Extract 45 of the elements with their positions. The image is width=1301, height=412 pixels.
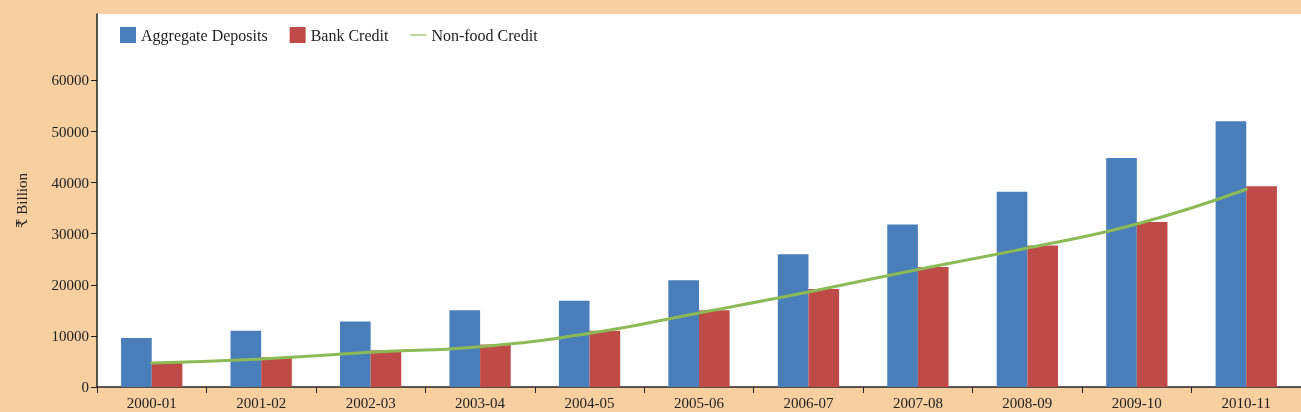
bar [370, 350, 402, 387]
legend-label: Aggregate Deposits [141, 26, 268, 45]
bar [1246, 186, 1277, 387]
bar [887, 224, 918, 387]
bar [1215, 121, 1247, 387]
bar [777, 254, 809, 387]
x-tick-label: 2008-09 [1002, 394, 1053, 411]
y-tick-label: 10000 [51, 327, 89, 344]
x-tick-label: 2000-01 [126, 394, 177, 411]
y-tick-label: 30000 [51, 225, 89, 242]
y-tick-label: 40000 [51, 174, 89, 191]
y-tick-label: 60000 [51, 72, 89, 89]
x-tick-label: 2002-03 [345, 394, 396, 411]
bar [1027, 245, 1059, 387]
y-axis-title: ₹ Billion [13, 172, 30, 228]
bar [699, 310, 730, 387]
bar [589, 330, 621, 387]
bar [261, 357, 292, 387]
bar [917, 266, 949, 387]
bar [808, 288, 840, 387]
y-tick-label: 0 [81, 379, 89, 395]
bar [558, 300, 590, 387]
x-tick-label: 2007-08 [892, 394, 943, 411]
bar [668, 280, 699, 387]
x-tick-label: 2009-10 [1111, 394, 1162, 411]
bar [230, 330, 262, 387]
bar [121, 337, 152, 387]
x-tick-label: 2001-02 [236, 394, 287, 411]
y-tick-label: 50000 [51, 123, 89, 140]
bar [480, 344, 511, 387]
legend-label: Non-food Credit [431, 26, 539, 44]
bar [449, 310, 481, 387]
x-tick-label: 2005-06 [674, 394, 725, 411]
bar [339, 321, 371, 387]
line-series [150, 187, 1248, 365]
y-tick-label: 20000 [51, 276, 89, 293]
x-tick-label: 2004-05 [564, 394, 615, 411]
bar [996, 191, 1028, 387]
x-tick-label: 2003-04 [455, 394, 506, 411]
bar [1136, 221, 1168, 387]
x-tick-label: 2006-07 [783, 394, 834, 411]
legend-label: Bank Credit [310, 26, 389, 44]
bar [151, 362, 183, 387]
x-tick-label: 2010-11 [1221, 394, 1271, 411]
bar [1106, 158, 1137, 387]
